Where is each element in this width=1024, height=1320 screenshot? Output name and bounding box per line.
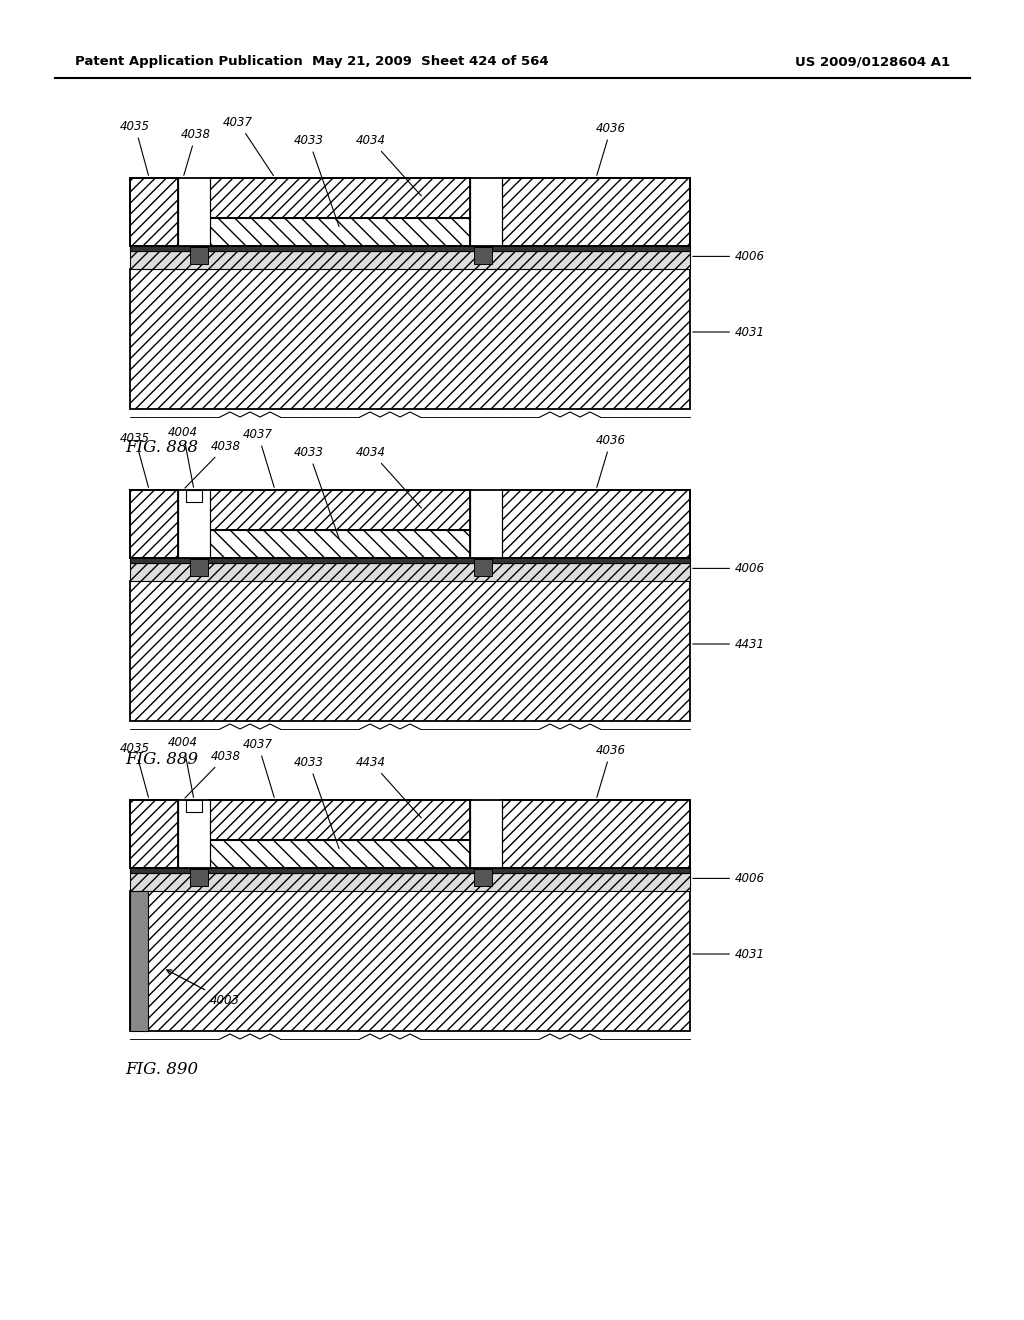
Bar <box>540 723 600 735</box>
Bar <box>360 723 420 735</box>
Text: 4033: 4033 <box>294 133 339 227</box>
Text: FIG. 889: FIG. 889 <box>125 751 198 768</box>
Bar <box>220 1034 280 1045</box>
Text: 4004: 4004 <box>168 735 198 797</box>
Text: FIG. 888: FIG. 888 <box>125 440 198 455</box>
Bar <box>178 178 210 246</box>
Bar <box>190 247 208 264</box>
Bar <box>220 723 280 735</box>
Bar <box>190 869 208 886</box>
Bar <box>130 269 690 409</box>
Text: 4035: 4035 <box>120 742 150 797</box>
Bar <box>470 490 502 558</box>
Text: 4431: 4431 <box>693 638 765 651</box>
Bar <box>502 490 690 558</box>
Bar <box>186 800 202 812</box>
Bar <box>130 891 148 1031</box>
Bar <box>130 581 690 721</box>
Text: 4034: 4034 <box>356 133 421 195</box>
Bar <box>210 800 470 840</box>
Bar <box>360 411 420 422</box>
Bar <box>130 490 178 558</box>
Text: 4434: 4434 <box>356 755 421 818</box>
Bar <box>130 251 690 269</box>
Bar <box>210 840 470 869</box>
Text: 4031: 4031 <box>693 948 765 961</box>
Bar <box>474 869 492 886</box>
Text: US 2009/0128604 A1: US 2009/0128604 A1 <box>795 55 950 69</box>
Text: 4033: 4033 <box>294 446 339 539</box>
Text: 4006: 4006 <box>693 249 765 263</box>
Text: 4006: 4006 <box>693 873 765 884</box>
Bar <box>130 246 690 251</box>
Bar <box>540 1034 600 1045</box>
Text: 4038: 4038 <box>185 440 241 488</box>
Text: 4035: 4035 <box>120 120 150 176</box>
Bar <box>178 490 210 558</box>
Text: 4038: 4038 <box>181 128 211 176</box>
Text: 4003: 4003 <box>167 970 240 1007</box>
Text: 4037: 4037 <box>243 738 274 797</box>
Text: 4034: 4034 <box>356 446 421 508</box>
Text: 4036: 4036 <box>596 121 626 176</box>
Text: 4004: 4004 <box>168 425 198 487</box>
Bar <box>130 873 690 891</box>
Bar <box>130 869 690 873</box>
Bar <box>210 531 470 558</box>
Bar <box>502 178 690 246</box>
Bar <box>210 490 470 531</box>
Text: May 21, 2009  Sheet 424 of 564: May 21, 2009 Sheet 424 of 564 <box>311 55 548 69</box>
Text: 4031: 4031 <box>693 326 765 338</box>
Text: 4033: 4033 <box>294 755 339 849</box>
Bar <box>474 558 492 576</box>
Bar <box>130 558 690 564</box>
Bar <box>474 247 492 264</box>
Bar <box>186 490 202 502</box>
Text: Patent Application Publication: Patent Application Publication <box>75 55 303 69</box>
Bar <box>540 411 600 422</box>
Text: 4038: 4038 <box>185 750 241 799</box>
Text: 4035: 4035 <box>120 432 150 487</box>
Bar <box>130 891 690 1031</box>
Bar <box>220 411 280 422</box>
Bar <box>130 564 690 581</box>
Bar <box>130 800 178 869</box>
Text: FIG. 890: FIG. 890 <box>125 1061 198 1078</box>
Bar <box>210 178 470 218</box>
Text: 4037: 4037 <box>243 428 274 487</box>
Bar <box>470 178 502 246</box>
Text: 4036: 4036 <box>596 433 626 487</box>
Bar <box>502 800 690 869</box>
Bar <box>470 800 502 869</box>
Text: 4006: 4006 <box>693 562 765 576</box>
Bar <box>190 558 208 576</box>
Text: 4037: 4037 <box>223 116 273 176</box>
Bar <box>130 178 178 246</box>
Text: 4036: 4036 <box>596 743 626 797</box>
Bar <box>360 1034 420 1045</box>
Bar <box>210 218 470 246</box>
Bar <box>178 800 210 869</box>
